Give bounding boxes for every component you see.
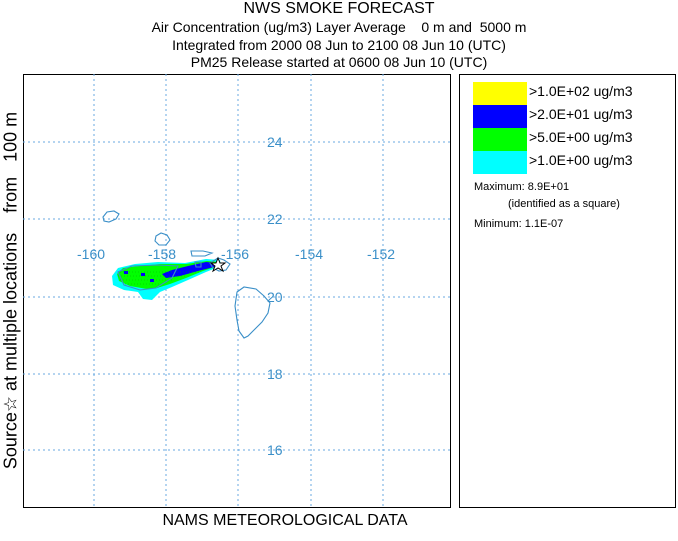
island-hawaii <box>234 286 271 339</box>
longitude-label-154: -154 <box>295 246 323 262</box>
plume-blue-cell <box>124 271 128 274</box>
longitude-label-158: -158 <box>148 246 176 262</box>
island-molokai <box>190 250 214 257</box>
x-axis-label: NAMS METEOROLOGICAL DATA <box>162 512 408 529</box>
latitude-label-16: 16 <box>267 442 283 458</box>
legend-swatch <box>473 105 527 128</box>
subtitle-line-1: Air Concentration (ug/m3) Layer Average … <box>151 19 527 35</box>
legend-swatch <box>473 151 527 174</box>
source-star-icon <box>209 256 227 273</box>
maximum-value: Maximum: 8.9E+01 <box>474 181 570 193</box>
latitude-label-22: 22 <box>267 211 283 227</box>
island-niihau <box>102 210 120 223</box>
minimum-value: Minimum: 1.1E-07 <box>474 218 564 230</box>
legend-label: >1.0E+00 ug/m3 <box>529 152 633 168</box>
y-axis-label: Source☆ at multiple locations from 100 m <box>0 111 21 470</box>
plume-contour-blue <box>162 262 217 278</box>
latitude-label-20: 20 <box>267 289 283 305</box>
smoke-map: -160 -158 -156 -154 -152 24 22 20 18 16 <box>23 74 451 508</box>
legend-panel <box>459 74 676 508</box>
legend-label: >2.0E+01 ug/m3 <box>529 106 633 122</box>
latitude-label-18: 18 <box>267 366 283 382</box>
maximum-note: (identified as a square) <box>508 198 620 210</box>
island-lanai <box>194 261 202 268</box>
latitude-label-24: 24 <box>267 134 283 150</box>
plume-blue-cell <box>150 279 154 282</box>
legend-swatch <box>473 128 527 151</box>
plume-blue-cell <box>141 273 145 276</box>
map-frame <box>23 74 451 508</box>
longitude-label-156: -156 <box>221 246 249 262</box>
subtitle-line-2: Integrated from 2000 08 Jun to 2100 08 J… <box>172 37 506 53</box>
island-kauai <box>154 232 171 246</box>
subtitle-line-3: PM25 Release started at 0600 08 Jun 10 (… <box>190 54 488 70</box>
map-title: NWS SMOKE FORECAST <box>243 0 435 17</box>
map-gridlines <box>23 74 451 508</box>
legend-label: >5.0E+00 ug/m3 <box>529 129 633 145</box>
legend-label: >1.0E+02 ug/m3 <box>529 83 633 99</box>
island-oahu <box>117 264 179 291</box>
longitude-label-160: -160 <box>77 246 105 262</box>
legend-swatch <box>473 82 527 105</box>
longitude-label-152: -152 <box>367 246 395 262</box>
